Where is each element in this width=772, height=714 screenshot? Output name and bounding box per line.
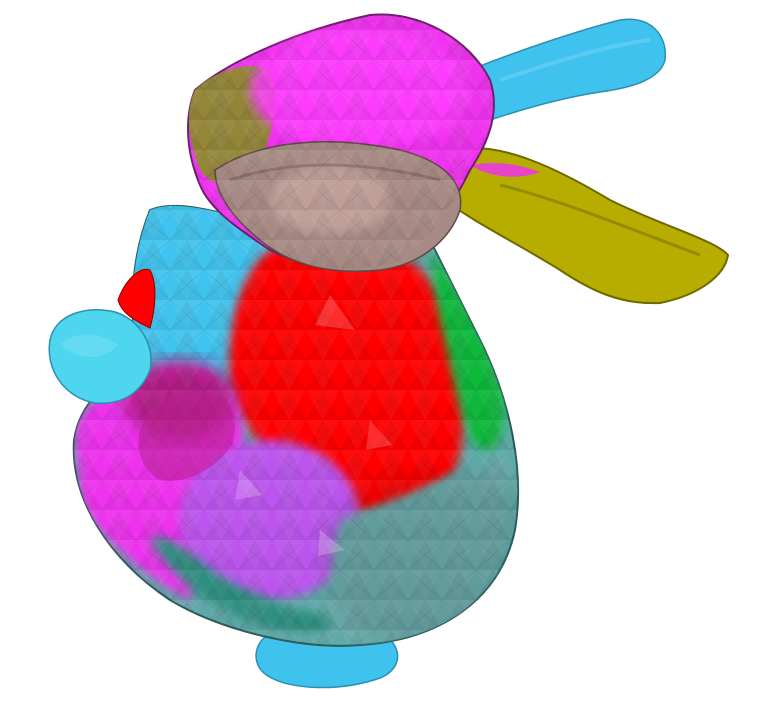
ear-left [465, 18, 667, 121]
arm-fold [138, 390, 236, 481]
red-tip [117, 268, 156, 329]
front-paw [48, 309, 152, 404]
ear-right [443, 147, 730, 305]
head [187, 13, 495, 272]
